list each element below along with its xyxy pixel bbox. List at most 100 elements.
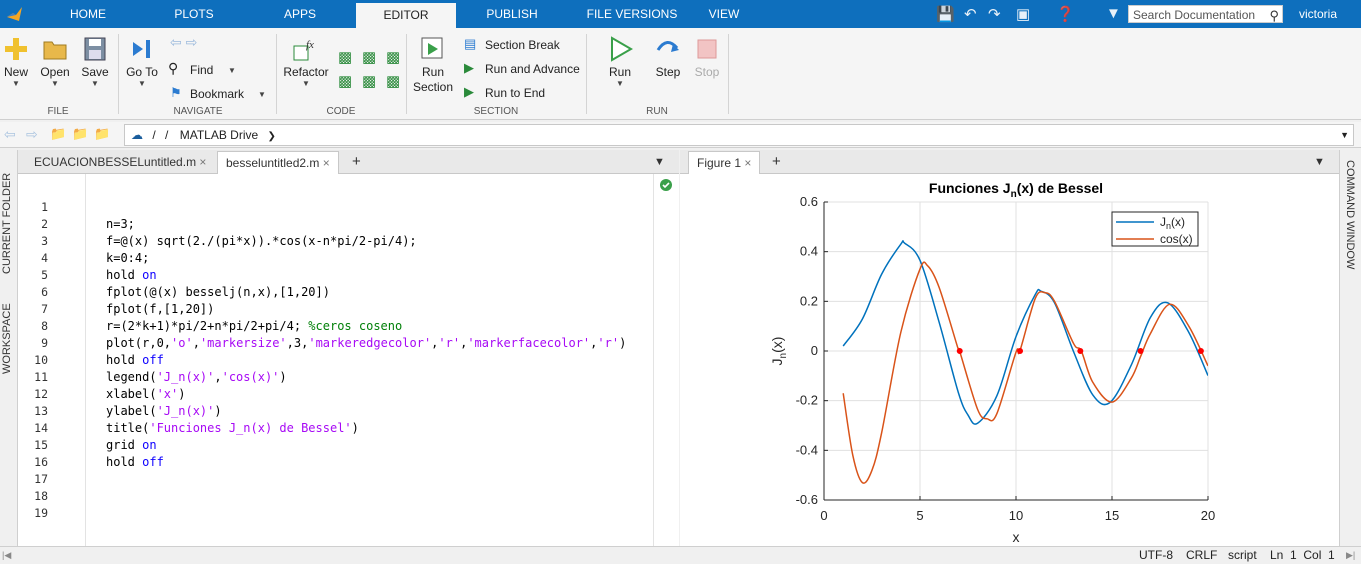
line-number: 11 [34,370,48,384]
code-line[interactable]: legend('J_n(x)','cos(x)') [106,370,287,384]
goto-label: Go To [126,65,158,79]
search-documentation-input[interactable]: Search Documentation ⚲ [1128,5,1283,23]
code-token: 'markeredgecolor' [308,336,432,350]
line-number: 16 [34,455,48,469]
new-button[interactable]: New ▼ [0,36,32,88]
tab-editor[interactable]: EDITOR [356,0,456,28]
path-segment[interactable]: MATLAB Drive [179,128,259,142]
code-line[interactable]: plot(r,0,'o','markersize',3,'markeredgec… [106,336,626,350]
close-icon[interactable]: × [322,156,330,170]
code-line[interactable]: f=@(x) sqrt(2./(pi*x)).*cos(x-n*pi/2-pi/… [106,234,417,248]
refactor-button[interactable]: fx Refactor ▼ [282,36,330,88]
current-folder-tab[interactable]: CURRENT FOLDER [1,172,13,274]
options-icon[interactable]: ▼ [654,156,665,168]
code-line[interactable]: r=(2*k+1)*pi/2+n*pi/2+pi/4; %ceros cosen… [106,319,402,333]
collapse-left-icon[interactable]: |◀ [2,550,12,560]
browse-folder-icon[interactable]: 📁 [72,126,89,141]
user-account[interactable]: victoria [1299,7,1338,21]
code-line[interactable]: n=3; [106,217,135,231]
line-gutter: 1 2 3 4 5 6 7 8 9 10 11 12 13 14 15 16 17 18 19 [18,174,86,546]
wrap-comments-icon[interactable]: ▩ [386,49,401,66]
figure-tab[interactable]: Figure 1 × [688,151,760,174]
folder-icon[interactable]: 📁 [94,126,111,141]
run-to-end-button[interactable]: Run to End [485,86,546,100]
code-line[interactable]: hold off [106,455,164,469]
command-window-tab[interactable]: COMMAND WINDOW [1344,160,1356,270]
search-options-icon[interactable]: ▼ [1106,5,1121,22]
up-folder-icon[interactable]: 📁 [50,126,67,141]
goto-button[interactable]: Go To ▼ [124,36,160,88]
uncomment-icon[interactable]: ▩ [362,49,377,66]
back-icon[interactable]: ⇦ [4,126,16,142]
editor-ribbon: New ▼ Open ▼ Save ▼ FILE Go To ▼ ⇦ ⇨ ⚲ Find … [0,28,1361,120]
decrease-indent-icon[interactable]: ▩ [362,73,377,90]
tab-file-versions[interactable]: FILE VERSIONS [586,7,678,21]
smart-indent-icon[interactable]: ▩ [338,73,353,90]
chevron-down-icon[interactable]: ▼ [1340,130,1349,140]
run-button[interactable]: Run ▼ [602,36,638,88]
code-line[interactable]: hold on [106,268,157,282]
tab-plots[interactable]: PLOTS [174,7,214,21]
editor-tab-file[interactable]: ECUACIONBESSELuntitled.m × [26,151,216,174]
stop-button[interactable]: Stop [690,36,724,79]
current-path-field[interactable]: ☁ / / MATLAB Drive ❯ ▼ [124,124,1354,146]
add-figure-icon[interactable]: + [772,153,781,170]
window-layout-icon[interactable]: ▣ [1016,6,1031,23]
search-icon[interactable]: ⚲ [1269,8,1279,23]
tab-home[interactable]: HOME [70,7,106,21]
x-tick-label: 20 [1201,508,1215,523]
options-icon[interactable]: ▼ [1314,156,1325,168]
workspace-tab[interactable]: WORKSPACE [1,303,13,374]
code-token: on [142,438,157,452]
y-tick-label: -0.6 [796,492,818,507]
code-line[interactable]: hold off [106,353,164,367]
run-and-advance-button[interactable]: Run and Advance [485,62,580,76]
svg-text:fx: fx [306,39,314,51]
help-icon[interactable]: ❓ [1056,6,1075,23]
code-line[interactable]: fplot(f,[1,20]) [106,302,214,316]
code-token: ylabel( [106,404,157,418]
code-line[interactable]: title('Funciones J_n(x) de Bessel') [106,421,359,435]
floppy-icon [84,37,106,61]
run-section-button[interactable]: Run Section [410,36,456,95]
chevron-down-icon: ▼ [51,79,59,88]
close-icon[interactable]: × [744,156,752,170]
open-button[interactable]: Open ▼ [38,36,72,88]
undo-icon[interactable]: ↶ [964,6,977,23]
close-icon[interactable]: × [199,155,207,169]
code-line[interactable]: xlabel('x') [106,387,186,401]
tab-apps[interactable]: APPS [283,7,316,21]
tab-publish[interactable]: PUBLISH [486,7,538,21]
save-button[interactable]: Save ▼ [78,36,112,88]
code-line[interactable]: fplot(@(x) besselj(n,x),[1,20]) [106,285,330,299]
code-token: 'r' [438,336,461,350]
line-number: 19 [34,506,48,520]
save-icon[interactable]: 💾 [936,6,955,23]
section-break-button[interactable]: Section Break [485,38,560,52]
back-arrow-icon[interactable]: ⇦ ⇨ [170,34,198,50]
chevron-right-icon[interactable]: ❯ [267,131,276,142]
step-button[interactable]: Step [650,36,686,79]
tab-view[interactable]: VIEW [708,7,740,21]
forward-icon[interactable]: ⇨ [26,126,38,142]
code-line[interactable]: k=0:4; [106,251,149,265]
add-tab-icon[interactable]: + [352,153,361,170]
bessel-chart[interactable]: 0 5 10 15 20 -0.6 -0.4 -0.2 0 0.2 0.4 0.6 Funciones … [680,174,1339,546]
run-label: Run [608,65,631,79]
bookmark-button[interactable]: Bookmark [190,87,245,101]
code-line[interactable]: ylabel('J_n(x)') [106,404,222,418]
code-token: hold [106,268,143,282]
path-separator: / [152,128,156,142]
collapse-right-icon[interactable]: ▶| [1346,550,1356,560]
status-filetype: script [1228,548,1257,562]
status-bar: |◀ UTF-8 CRLF script Ln 1 Col 1 ▶| [0,546,1361,564]
code-line[interactable]: grid on [106,438,157,452]
comment-icon[interactable]: ▩ [338,49,353,66]
increase-indent-icon[interactable]: ▩ [386,73,401,90]
chart-title: Funciones Jn(x) de Bessel [929,180,1103,200]
editor-tab-file-active[interactable]: besseluntitled2.m × [217,151,339,174]
editor-scrollbar[interactable] [653,174,679,546]
find-button[interactable]: Find [190,63,214,77]
redo-icon[interactable]: ↷ [988,6,1001,23]
line-number: 4 [41,251,48,265]
